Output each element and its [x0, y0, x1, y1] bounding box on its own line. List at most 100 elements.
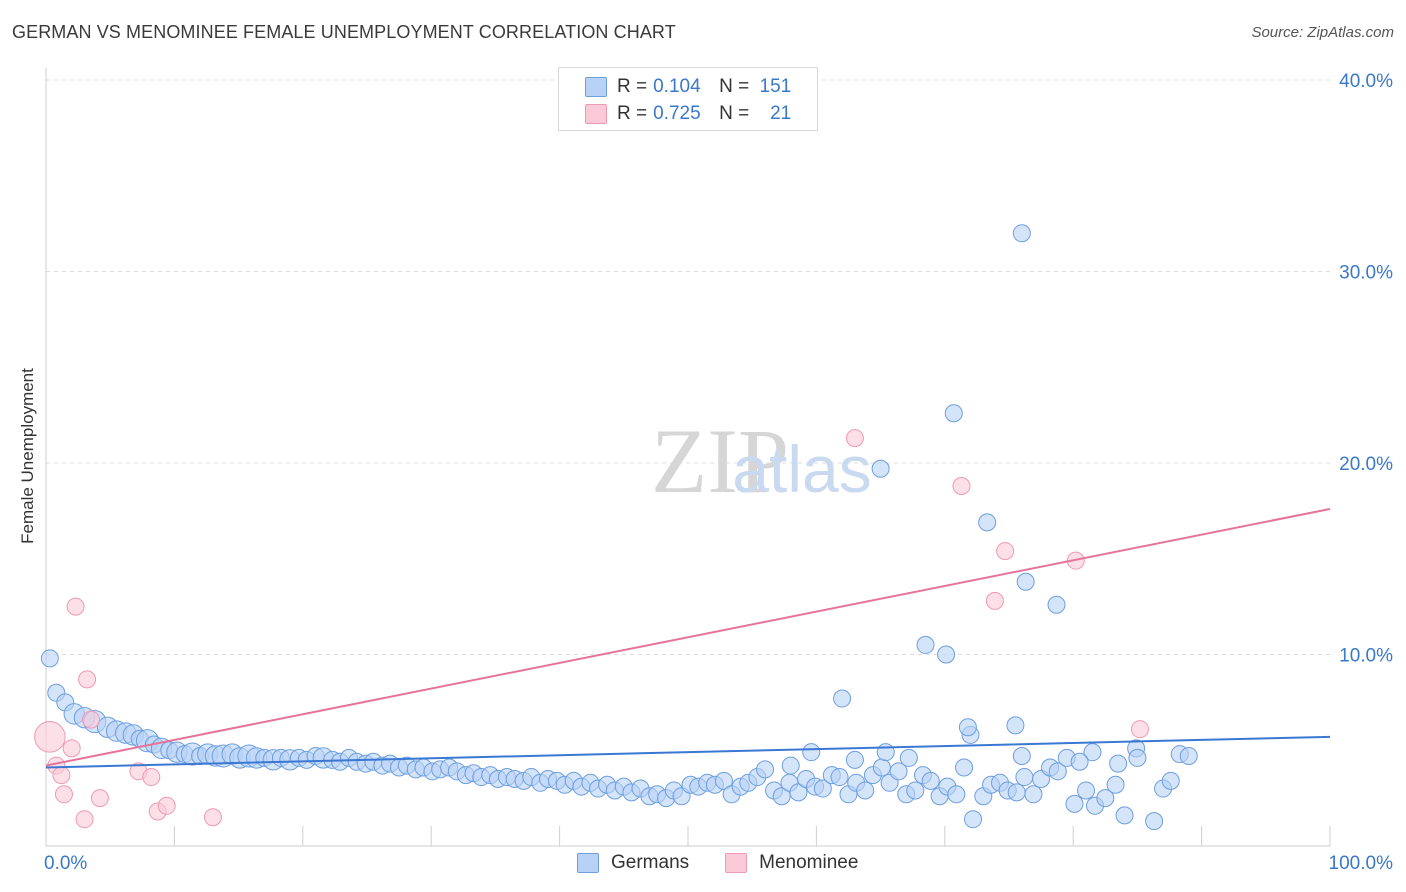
series-swatch-germans	[577, 853, 599, 873]
point-germans	[1012, 746, 1031, 765]
legend-row-menominee: R = 0.725 N = 21	[585, 103, 791, 125]
trend-lines	[45, 507, 1331, 769]
point-germans	[916, 635, 935, 654]
point-menominee	[54, 785, 73, 804]
point-germans	[937, 645, 956, 664]
point-menominee	[62, 739, 81, 758]
point-germans	[1145, 812, 1164, 831]
point-germans	[958, 718, 977, 737]
point-germans	[889, 762, 908, 781]
point-menominee	[81, 710, 100, 729]
point-menominee	[1130, 720, 1149, 739]
axes	[45, 68, 1331, 847]
point-germans	[1083, 743, 1102, 762]
point-menominee	[952, 476, 971, 495]
point-germans	[789, 783, 808, 802]
x-tick-label: 0.0%	[44, 853, 87, 874]
point-menominee	[75, 810, 94, 829]
trend-line-germans	[45, 735, 1331, 769]
point-germans	[1096, 789, 1115, 808]
point-germans	[1006, 716, 1025, 735]
point-germans	[1161, 771, 1180, 790]
point-germans	[1016, 572, 1035, 591]
point-menominee	[157, 796, 176, 815]
trend-line-menominee	[45, 507, 1331, 767]
r-label: R =	[617, 103, 648, 124]
point-germans	[1024, 785, 1043, 804]
point-germans	[1109, 754, 1128, 773]
point-germans	[921, 771, 940, 790]
point-menominee	[90, 789, 109, 808]
x-tick-label: 100.0%	[1329, 853, 1394, 874]
point-germans	[944, 404, 963, 423]
series-legend-menominee: Menominee	[725, 852, 858, 874]
point-menominee	[985, 591, 1004, 610]
point-germans	[978, 513, 997, 532]
r-value-menominee: 0.725	[653, 103, 701, 124]
point-germans	[1007, 783, 1026, 802]
point-menominee	[142, 768, 161, 787]
r-value-germans: 0.104	[653, 76, 701, 97]
series-swatch-menominee	[725, 853, 748, 873]
point-menominee	[66, 597, 85, 616]
y-tick-label: 30.0%	[1339, 263, 1393, 284]
point-germans	[833, 689, 852, 708]
point-menominee	[52, 766, 71, 785]
point-germans	[830, 768, 849, 787]
point-germans	[964, 810, 983, 829]
data-points	[34, 224, 1198, 831]
legend-swatch-menominee	[585, 104, 607, 124]
point-germans	[756, 760, 775, 779]
point-menominee	[78, 670, 97, 689]
point-germans	[947, 785, 966, 804]
chart-title: GERMAN VS MENOMINEE FEMALE UNEMPLOYMENT …	[12, 22, 676, 42]
point-germans	[845, 750, 864, 769]
point-germans	[1070, 752, 1089, 771]
source-label: Source: ZipAtlas.com	[1251, 24, 1394, 41]
point-germans	[1047, 595, 1066, 614]
point-germans	[871, 459, 890, 478]
series-label-germans: Germans	[611, 852, 690, 873]
y-tick-label: 40.0%	[1339, 71, 1393, 92]
legend-swatch-germans	[585, 77, 607, 97]
series-legend-germans: Germans	[577, 852, 689, 874]
stats-legend: R = 0.104 N = 151 R = 0.725 N = 21	[558, 67, 818, 131]
point-menominee	[996, 542, 1015, 561]
series-label-menominee: Menominee	[759, 852, 859, 873]
point-germans	[1065, 794, 1084, 813]
legend-row-germans: R = 0.104 N = 151	[585, 76, 791, 98]
n-value-menominee: 21	[770, 103, 792, 124]
point-germans	[1179, 746, 1198, 765]
r-label: R =	[617, 76, 648, 97]
series-legend: Germans Menominee	[577, 852, 894, 874]
point-germans	[899, 748, 918, 767]
point-germans	[1077, 781, 1096, 800]
point-germans	[1128, 748, 1147, 767]
tick-labels: 10.0% 20.0% 30.0% 40.0% 0.0% 100.0%	[44, 71, 1393, 874]
point-germans	[1106, 775, 1125, 794]
point-germans	[872, 758, 891, 777]
point-germans	[802, 743, 821, 762]
point-menominee	[203, 808, 222, 827]
n-label: N =	[719, 76, 750, 97]
point-germans	[955, 758, 974, 777]
y-tick-label: 20.0%	[1339, 454, 1393, 475]
point-germans	[813, 779, 832, 798]
point-germans	[40, 649, 59, 668]
n-value-germans: 151	[759, 76, 792, 97]
point-germans	[714, 771, 733, 790]
point-germans	[1012, 224, 1031, 243]
point-germans	[1015, 768, 1034, 787]
point-germans	[876, 743, 895, 762]
point-germans	[856, 781, 875, 800]
watermark-zip: ZIP	[651, 410, 789, 512]
point-menominee	[34, 721, 66, 753]
grid	[46, 79, 1330, 655]
point-germans	[781, 756, 800, 775]
y-tick-label: 10.0%	[1339, 646, 1393, 667]
point-menominee	[845, 429, 864, 448]
n-label: N =	[719, 103, 750, 124]
point-germans	[906, 781, 925, 800]
point-germans	[1048, 762, 1067, 781]
